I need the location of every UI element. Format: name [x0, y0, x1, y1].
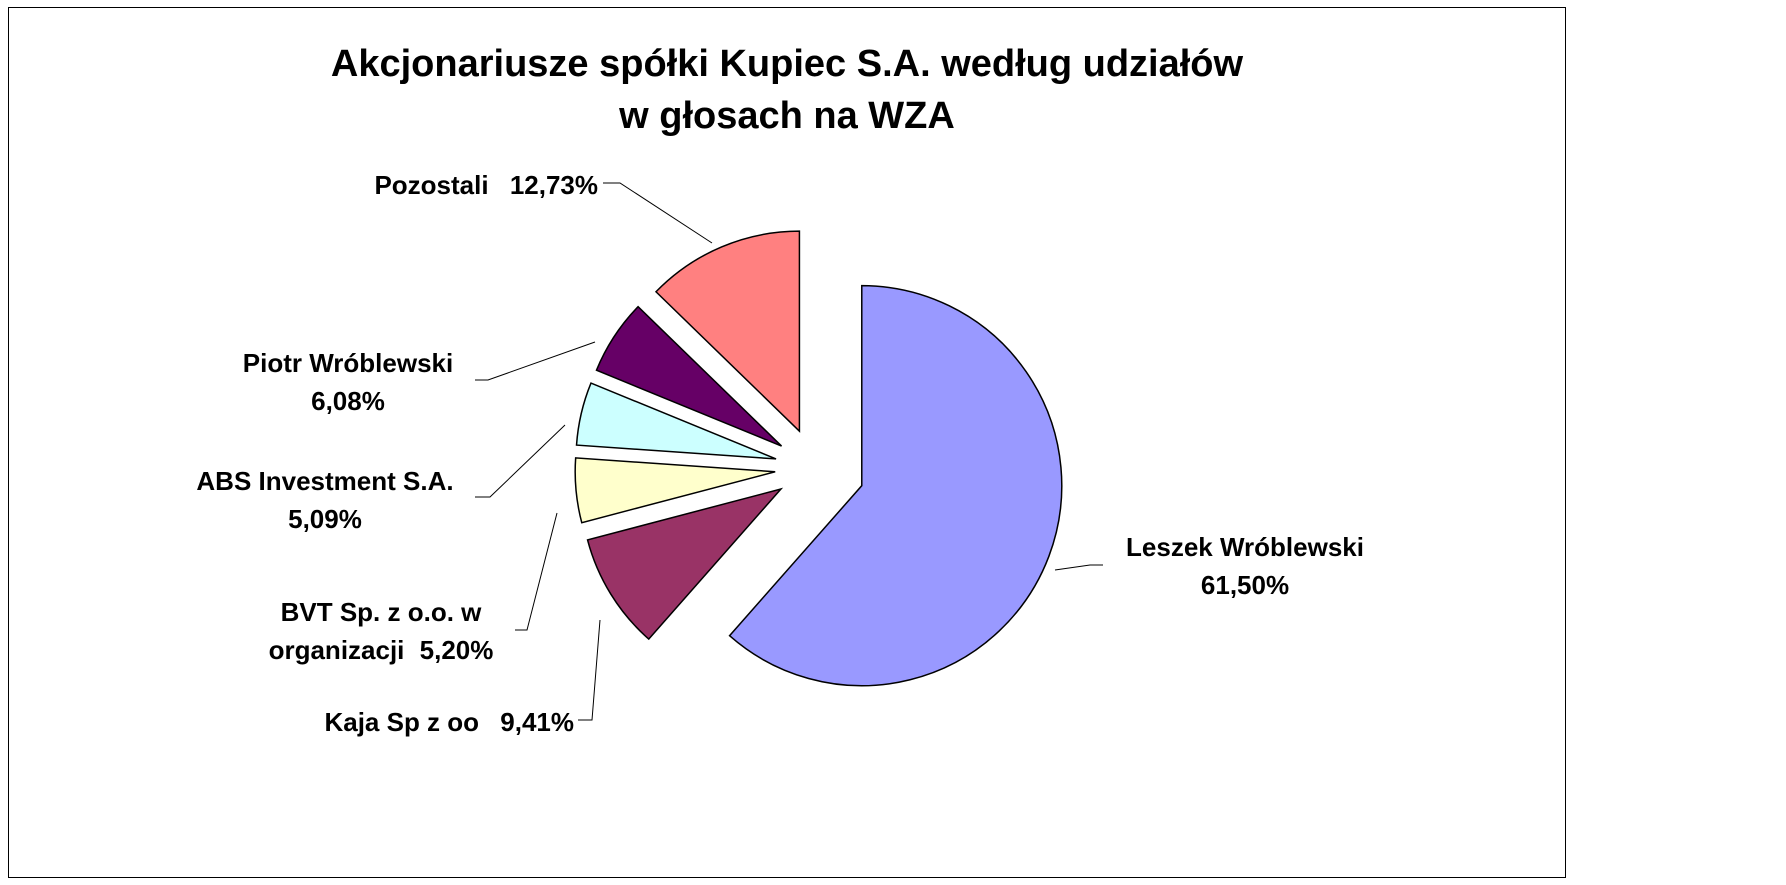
leader-line	[578, 619, 601, 721]
category-label: Kaja Sp z oo	[324, 707, 480, 737]
pie-slice	[574, 457, 776, 524]
category-label: BVT Sp. z o.o. w organizacji	[268, 597, 482, 665]
leader-line	[475, 341, 596, 381]
pie-slice	[654, 230, 801, 433]
slice-label: Piotr Wróblewski 6,08%	[198, 344, 498, 420]
value-label: 5,20%	[419, 635, 494, 665]
leader-lines	[475, 182, 1103, 721]
value-label: 61,50%	[1200, 570, 1290, 600]
slice-label: Pozostali 12,73%	[374, 166, 598, 204]
chart-title: Akcjonariusze spółki Kupiec S.A. według …	[330, 43, 1244, 137]
value-label: 9,41%	[500, 707, 574, 737]
slice-label: ABS Investment S.A. 5,09%	[165, 462, 485, 538]
category-label: Pozostali	[374, 170, 489, 200]
category-label: ABS Investment S.A.	[196, 466, 454, 496]
pie-slice	[595, 305, 783, 447]
leader-line	[475, 424, 566, 498]
pie-slice	[586, 487, 784, 641]
value-label: 5,09%	[288, 504, 362, 534]
pie-slice	[575, 382, 777, 460]
leader-line	[515, 512, 558, 631]
leader-line	[1054, 564, 1103, 571]
value-label: 6,08%	[311, 386, 385, 416]
leader-line	[603, 182, 713, 244]
category-label: Piotr Wróblewski	[242, 348, 454, 378]
pie-slice	[728, 284, 1063, 687]
slice-label: BVT Sp. z o.o. w organizacji 5,20%	[245, 593, 517, 669]
slice-label: Leszek Wróblewski 61,50%	[1095, 528, 1395, 604]
category-label: Leszek Wróblewski	[1126, 532, 1364, 562]
value-label: 12,73%	[509, 170, 598, 200]
slice-label: Kaja Sp z oo 9,41%	[324, 703, 574, 741]
chart-frame	[8, 7, 1566, 878]
